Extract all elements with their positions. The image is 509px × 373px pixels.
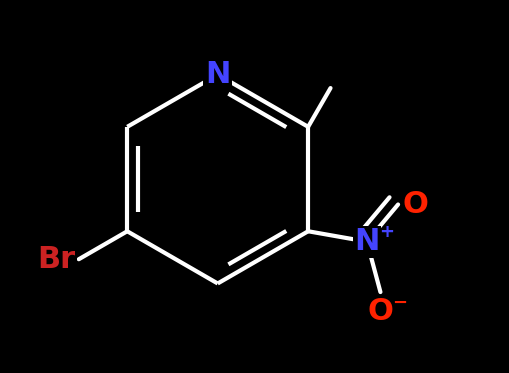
Text: O: O xyxy=(367,297,392,326)
Text: N: N xyxy=(354,227,379,256)
Text: −: − xyxy=(391,294,406,312)
Text: N: N xyxy=(205,60,230,89)
Text: O: O xyxy=(402,190,428,219)
Text: Br: Br xyxy=(37,245,75,274)
Text: +: + xyxy=(378,223,393,241)
